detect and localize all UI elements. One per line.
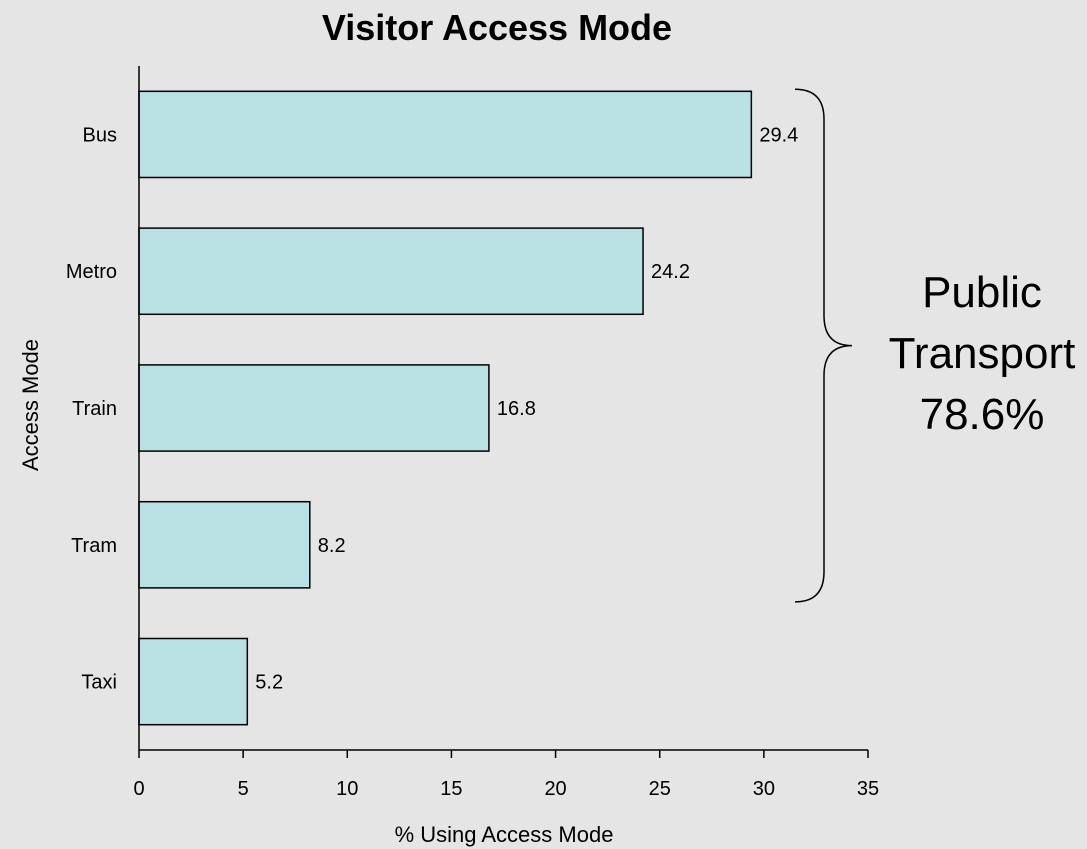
x-tick-label-10: 10 [336,778,358,800]
data-label-bus: 29.4 [759,124,798,146]
annotation-text-line-2: Transport [889,329,1076,378]
y-axis-title: Access Mode [18,339,43,471]
category-label-tram: Tram [71,535,117,557]
data-label-train: 16.8 [497,398,536,420]
bar-group [138,90,753,726]
public-transport-annotation: Public Transport 78.6% [794,88,1076,603]
data-label-metro: 24.2 [651,261,690,283]
bar-metro [138,227,644,316]
x-tick-label-0: 0 [133,778,144,800]
x-tick-label-15: 15 [440,778,462,800]
chart-title: Visitor Access Mode [322,7,672,48]
x-tick-label-30: 30 [753,778,775,800]
category-label-metro: Metro [66,261,117,283]
annotation-text-line-1: Public [922,268,1042,317]
data-label-taxi: 5.2 [255,672,283,694]
category-label-taxi: Taxi [81,672,117,694]
data-label-group: 29.4 24.2 16.8 8.2 5.2 [255,124,798,693]
annotation-text-line-3: 78.6% [920,390,1045,439]
x-tick-label-5: 5 [238,778,249,800]
x-tick-label-35: 35 [857,778,879,800]
x-axis-title: % Using Access Mode [395,822,614,847]
bar-train [138,364,490,452]
category-label-bus: Bus [83,124,117,146]
category-label-train: Train [72,398,117,420]
x-axis: 0 5 10 15 20 25 30 35 [133,749,879,800]
bar-tram [138,500,311,589]
data-label-tram: 8.2 [318,535,346,557]
x-tick-label-20: 20 [544,778,566,800]
bar-bus [138,90,753,179]
category-label-group: Bus Metro Train Tram Taxi [66,124,117,693]
x-tick-label-25: 25 [649,778,671,800]
curly-brace [794,88,853,603]
bar-taxi [138,637,249,726]
